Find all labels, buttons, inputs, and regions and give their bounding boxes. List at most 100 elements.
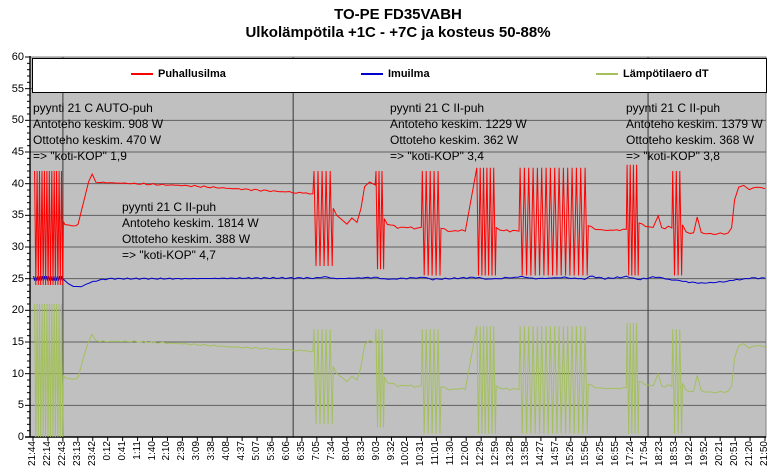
y-axis-label: 35 xyxy=(11,209,24,222)
annotation-line: Ottoteho keskim. 368 W xyxy=(626,133,755,147)
x-axis-label: 2:39 xyxy=(176,441,188,461)
annotation-line: Ottoteho keskim. 470 W xyxy=(33,133,162,147)
x-axis-label: 13:58 xyxy=(519,441,531,467)
annotation-block-1: pyynti 21 C AUTO-puh Antoteho keskim. 908… xyxy=(33,100,163,164)
x-axis-label: 21:20 xyxy=(744,441,756,467)
x-axis-label: 8:33 xyxy=(355,441,367,461)
x-axis-label: 17:54 xyxy=(639,441,651,467)
x-axis-label: 14:27 xyxy=(534,441,546,467)
legend-line-icon xyxy=(131,73,153,75)
x-axis-label: 16:25 xyxy=(594,441,606,467)
x-axis-label: 7:34 xyxy=(325,441,337,461)
x-axis-label: 4:37 xyxy=(236,441,248,461)
x-axis-label: 6:06 xyxy=(280,441,292,461)
x-axis-label: 20:51 xyxy=(729,441,741,467)
annotation-line: pyynti 21 C AUTO-puh xyxy=(33,101,153,115)
y-axis-label: 60 xyxy=(11,51,24,63)
legend-item-imuilma: Imuilma xyxy=(361,68,430,80)
x-axis-label: 0:12 xyxy=(101,441,113,461)
x-axis-label: 12:00 xyxy=(460,441,472,467)
x-axis-label: 9:32 xyxy=(385,441,397,461)
x-axis-label: 18:53 xyxy=(669,441,681,467)
annotation-block-2: pyynti 21 C II-puh Antoteho keskim. 1814 … xyxy=(122,199,259,263)
annotation-line: => "koti-KOP" 3,8 xyxy=(626,149,720,163)
annotation-line: pyynti 21 C II-puh xyxy=(626,101,721,115)
x-axis-label: 15:56 xyxy=(579,441,591,467)
y-axis-label: 20 xyxy=(11,304,24,317)
x-axis-label: 22:14 xyxy=(41,441,53,467)
x-axis-label: 1:40 xyxy=(146,441,158,461)
series-line-l-mp-tilaero-dt xyxy=(34,303,766,438)
annotation-block-3: pyynti 21 C II-puh Antoteho keskim. 1229 … xyxy=(390,100,527,164)
x-axis-label: 16:55 xyxy=(609,441,621,467)
annotation-line: Antoteho keskim. 1379 W xyxy=(626,117,763,131)
x-axis-label: 6:35 xyxy=(295,441,307,461)
x-axis-label: 23:13 xyxy=(71,441,83,467)
y-axis-label: 40 xyxy=(11,177,24,190)
legend-item-l-mp-tilaero-dt: Lämpötilaero dT xyxy=(596,68,709,80)
x-axis-label: 21:44 xyxy=(27,441,38,467)
annotation-line: => "koti-KOP" 1,9 xyxy=(33,149,127,163)
y-axis-label: 0 xyxy=(17,431,24,443)
x-axis-label: 11:01 xyxy=(430,441,442,466)
x-axis-label: 3:09 xyxy=(191,441,203,461)
annotation-line: pyynti 21 C II-puh xyxy=(390,101,485,115)
legend-item-puhallusilma: Puhallusilma xyxy=(131,68,226,80)
x-axis-label: 0:41 xyxy=(116,441,128,461)
chart-subtitle: Ulkolämpötila +1C - +7C ja kosteus 50-88… xyxy=(245,24,551,41)
y-axis-label: 30 xyxy=(11,241,24,253)
x-axis-label: 19:22 xyxy=(684,441,696,467)
annotation-line: => "koti-KOP" 3,4 xyxy=(390,149,484,163)
annotation-line: => "koti-KOP" 4,7 xyxy=(122,248,216,262)
x-axis-label: 14:57 xyxy=(549,441,561,467)
x-axis-label: 7:05 xyxy=(310,441,322,461)
series-line-puhallusilma xyxy=(34,164,766,286)
x-axis-label: 11:30 xyxy=(445,441,457,466)
legend-line-icon xyxy=(596,73,618,75)
x-axis-label: 18:23 xyxy=(654,441,666,467)
x-axis-label: 12:59 xyxy=(490,441,502,467)
legend-label: Lämpötilaero dT xyxy=(623,68,709,80)
legend-label: Imuilma xyxy=(388,68,430,80)
x-axis-label: 10:31 xyxy=(415,441,427,467)
legend: Puhallusilma Imuilma Lämpötilaero dT xyxy=(32,58,767,93)
y-axis-label: 5 xyxy=(17,399,24,412)
annotation-block-4: pyynti 21 C II-puh Antoteho keskim. 1379 … xyxy=(626,100,763,164)
chart-title: TO-PE FD35VABH xyxy=(334,6,462,23)
x-axis-label: 5:36 xyxy=(266,441,278,461)
x-axis-label: 17:24 xyxy=(624,441,636,467)
x-axis-label: 22:43 xyxy=(56,441,68,467)
x-axis-label: 9:03 xyxy=(370,441,382,461)
x-axis-label: 13:28 xyxy=(505,441,517,467)
legend-line-icon xyxy=(361,73,383,75)
x-axis-label: 21:50 xyxy=(759,441,770,467)
x-axis-label: 5:07 xyxy=(251,441,263,461)
x-axis-label: 20:21 xyxy=(714,441,726,467)
y-axis-label: 55 xyxy=(11,82,24,95)
x-axis-label: 12:29 xyxy=(475,441,487,467)
chart-title-block: TO-PE FD35VABH Ulkolämpötila +1C - +7C j… xyxy=(30,6,766,42)
x-axis-label: 23:42 xyxy=(86,441,98,467)
series-line-imuilma xyxy=(33,275,766,288)
x-axis-label: 15:26 xyxy=(564,441,576,467)
y-axis-label: 45 xyxy=(11,146,24,158)
x-axis-label: 10:02 xyxy=(400,441,412,467)
annotation-line: Ottoteho keskim. 362 W xyxy=(390,133,519,147)
x-axis-label: 2:10 xyxy=(161,441,173,461)
y-axis-label: 15 xyxy=(11,336,24,348)
x-axis-label: 1:11 xyxy=(131,441,143,460)
annotation-line: Antoteho keskim. 1229 W xyxy=(390,117,527,131)
x-axis-label: 8:04 xyxy=(340,441,352,461)
y-axis-label: 50 xyxy=(11,114,24,127)
y-axis-label: 10 xyxy=(11,367,24,380)
annotation-line: Antoteho keskim. 908 W xyxy=(33,117,164,131)
x-axis-label: 4:08 xyxy=(221,441,233,461)
annotation-line: Ottoteho keskim. 388 W xyxy=(122,232,251,246)
x-axis-label: 19:52 xyxy=(699,441,711,467)
annotation-line: Antoteho keskim. 1814 W xyxy=(122,216,259,230)
x-axis-label: 3:38 xyxy=(206,441,218,461)
annotation-line: pyynti 21 C II-puh xyxy=(122,200,217,214)
